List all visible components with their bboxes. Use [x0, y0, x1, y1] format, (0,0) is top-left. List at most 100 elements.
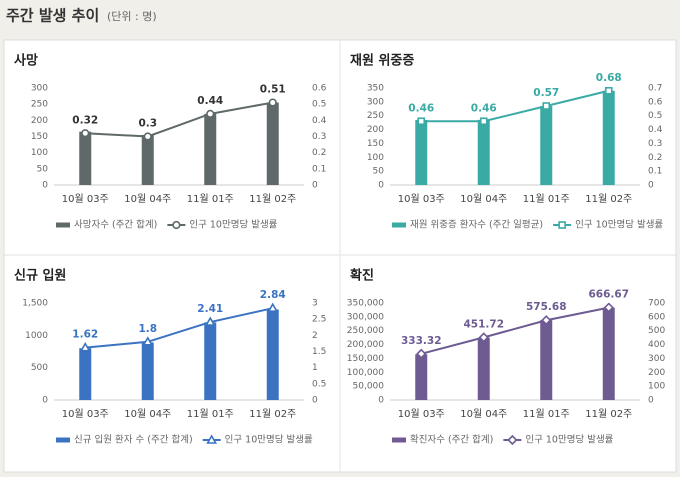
y2-tick-label: 0	[312, 396, 318, 406]
y-tick-label: 250	[367, 111, 384, 121]
bar	[141, 134, 154, 185]
y2-tick-label: 2	[312, 331, 318, 341]
y2-tick-label: 0.1	[312, 164, 326, 174]
legend-label: 인구 10만명당 발생률	[189, 220, 277, 231]
y2-tick-label: 0.1	[648, 167, 662, 177]
x-tick-label: 11월 01주	[187, 193, 234, 205]
y2-tick-label: 0.3	[312, 132, 326, 142]
y2-tick-label: 0.5	[648, 111, 662, 121]
bar	[602, 307, 615, 400]
line-marker	[478, 332, 489, 343]
data-label: 0.68	[596, 72, 622, 84]
x-tick-label: 10월 03주	[62, 408, 109, 420]
line-marker	[268, 98, 277, 107]
data-label: 333.32	[401, 335, 442, 347]
y-tick-label: 300,000	[347, 312, 384, 322]
bar	[266, 309, 279, 400]
bar	[204, 113, 217, 185]
x-tick-label: 10월 04주	[124, 193, 171, 205]
bar	[415, 354, 428, 400]
y2-tick-label: 0.2	[648, 153, 662, 163]
page-title: 주간 발생 추이	[6, 7, 99, 25]
data-label: 1.8	[138, 323, 157, 335]
y2-tick-label: 0	[648, 396, 654, 406]
y-tick-label: 50	[37, 164, 49, 174]
legend-label: 확진자수 (주간 합계)	[410, 434, 493, 446]
y-tick-label: 50,000	[353, 382, 385, 392]
y2-tick-label: 0.4	[648, 125, 663, 135]
y2-tick-label: 0.7	[648, 84, 662, 94]
y-tick-label: 0	[42, 396, 48, 406]
line	[421, 89, 609, 123]
y-tick-label: 150	[367, 139, 384, 149]
line-marker	[206, 109, 215, 118]
bar	[79, 348, 92, 400]
legend-label: 인구 10만명당 발생률	[225, 435, 313, 446]
line-marker	[143, 132, 152, 141]
x-tick-label: 10월 04주	[460, 408, 507, 420]
y2-tick-label: 0.6	[648, 97, 663, 107]
data-label: 0.46	[408, 102, 434, 114]
data-label: 0.32	[72, 114, 98, 126]
y2-tick-label: 0	[648, 181, 654, 191]
x-tick-label: 10월 04주	[460, 193, 507, 205]
y2-tick-label: 300	[648, 354, 665, 364]
line-marker	[542, 102, 551, 110]
y-tick-label: 0	[378, 181, 384, 191]
data-label: 1.62	[72, 329, 98, 341]
bar	[141, 342, 154, 400]
line-marker	[604, 86, 613, 95]
y2-tick-label: 100	[648, 382, 665, 392]
line-marker	[479, 117, 488, 126]
data-label: 0.46	[471, 102, 497, 114]
chart-title: 신규 입원	[14, 269, 66, 284]
y-tick-label: 50	[373, 167, 385, 177]
x-tick-label: 11월 02주	[249, 193, 296, 205]
legend-label: 인구 10만명당 발생률	[525, 435, 613, 446]
data-label: 0.51	[260, 84, 286, 96]
y-tick-label: 150	[31, 132, 48, 142]
y2-tick-label: 0.3	[648, 139, 662, 149]
line-marker	[142, 336, 154, 346]
bar	[477, 337, 490, 400]
data-label: 2.41	[197, 303, 223, 315]
legend-marker	[507, 434, 518, 446]
y-tick-label: 350,000	[347, 299, 384, 309]
y2-tick-label: 0.6	[312, 84, 327, 94]
y2-tick-label: 200	[648, 368, 665, 378]
y2-tick-label: 1	[312, 363, 318, 373]
y2-tick-label: 3	[312, 299, 318, 309]
line-marker	[417, 117, 426, 126]
y-tick-label: 350	[367, 84, 384, 94]
data-label: 0.3	[138, 118, 157, 130]
line-marker	[541, 315, 552, 326]
y-tick-label: 250,000	[347, 326, 384, 336]
y2-tick-label: 400	[648, 340, 665, 350]
x-tick-label: 10월 03주	[62, 193, 109, 205]
y-tick-label: 100,000	[347, 368, 384, 378]
line-marker	[79, 342, 91, 352]
y2-tick-label: 500	[648, 326, 665, 336]
y-tick-label: 150,000	[347, 354, 384, 364]
x-tick-label: 10월 04주	[124, 408, 171, 420]
y2-tick-label: 1.5	[312, 347, 326, 357]
x-tick-label: 10월 03주	[398, 408, 445, 420]
x-tick-label: 11월 02주	[585, 193, 632, 205]
legend-marker	[558, 221, 566, 229]
bar	[204, 322, 217, 400]
line-marker	[81, 129, 90, 138]
y-tick-label: 100	[367, 153, 384, 163]
data-label: 666.67	[588, 289, 629, 301]
data-label: 0.57	[533, 87, 559, 99]
bar	[477, 119, 490, 185]
y-tick-label: 300	[31, 84, 48, 94]
line-marker	[603, 302, 614, 313]
chart-title: 확진	[350, 268, 374, 284]
legend-marker	[206, 434, 218, 444]
legend-label: 인구 10만명당 발생률	[575, 220, 663, 231]
y-tick-label: 0	[378, 396, 384, 406]
unit-note: (단위 : 명)	[107, 10, 157, 23]
y2-tick-label: 700	[648, 299, 665, 309]
data-label: 451.72	[463, 318, 504, 330]
legend-swatch	[392, 437, 406, 443]
